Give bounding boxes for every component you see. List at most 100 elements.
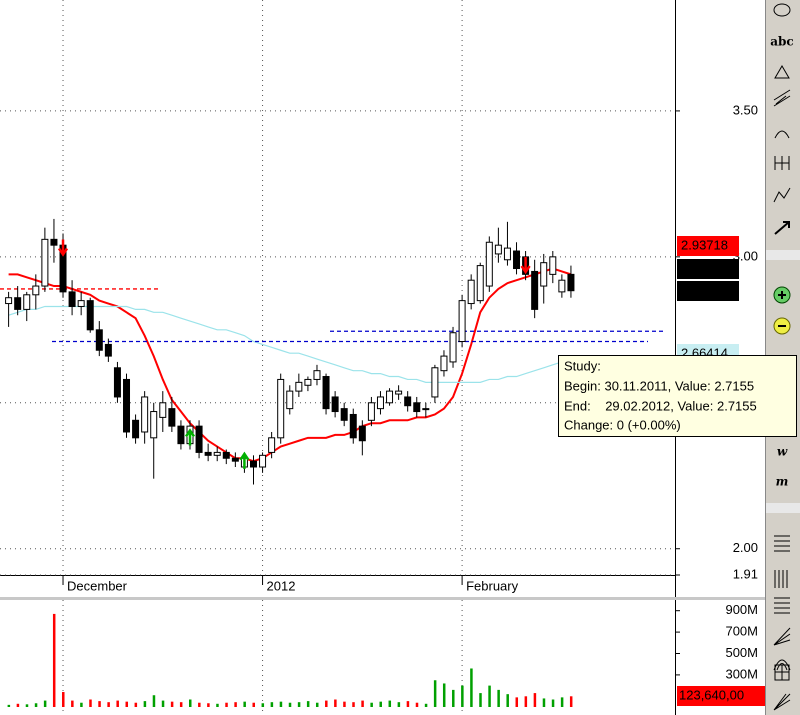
candle-body [231,457,239,462]
x-tick-label: December [67,578,128,593]
candle-body [367,402,375,421]
volume-bar [560,697,564,707]
candle-body [440,355,448,372]
candle-body [404,396,412,407]
bars-tool[interactable] [774,570,788,588]
sell-signal [520,257,531,275]
volume-bar [334,699,337,707]
arc-tool[interactable] [774,130,790,139]
candle-body [313,370,321,380]
candle-body [458,300,466,342]
candle-body [549,256,557,275]
candle-body [513,250,521,270]
volume-bar [270,702,274,707]
volume-bar [388,700,392,707]
candle-body [5,297,13,305]
w-tool[interactable]: w [777,445,788,459]
candle-body [358,425,366,442]
volume-bar [370,702,373,707]
volume-bar [43,700,47,707]
candle-body [204,451,212,456]
candle-body [249,460,257,468]
volume-bar [479,693,482,707]
candle-body [141,396,149,433]
candle-body [304,378,312,386]
grid-tool[interactable] [774,664,790,681]
tooltip-line: Study: [564,358,601,373]
volume-bar [261,703,265,707]
volume-bar [424,703,428,707]
candle-body [132,419,140,439]
m-tool[interactable]: m [776,475,789,489]
volume-bar [80,702,83,707]
candle-body [14,297,22,310]
volume-bar [415,702,419,707]
volume-bar [207,703,210,707]
y-tick-label: 3.00 [733,248,758,263]
volume-label-bg [677,686,765,706]
zoom-in-icon [778,291,786,299]
value-label: 2.884 [681,282,714,297]
candle-body [86,300,94,331]
volume-bar [62,692,65,707]
volume-bar [279,701,283,707]
volume-bar [225,702,228,707]
arrow-tool[interactable] [774,221,790,235]
volume-bar [569,696,573,707]
cycle-tool[interactable] [774,156,790,170]
volume-bar [506,694,509,707]
candle-body [277,378,285,439]
volume-bar [143,701,147,707]
candle-body [286,390,294,410]
candle-body [195,425,203,453]
volume-bar [189,699,192,707]
channel-tool[interactable] [773,89,791,107]
volume-label: 123,640,00 [679,687,744,702]
candle-body [340,408,348,421]
volume-bar [161,700,165,707]
value-label-bg [677,281,739,301]
triangle-tool[interactable] [774,65,790,79]
volume-bar [7,704,11,707]
volume-bar [315,702,319,707]
volume-bar [524,696,528,707]
y-tick-label: 1.91 [733,566,758,581]
candle-body [77,300,85,307]
zigzag-tool[interactable] [773,187,791,203]
y-tick-label: 500M [725,645,758,660]
volume-bar [170,701,174,707]
candle-body [322,376,330,410]
panel-splitter [0,597,765,600]
volume-bar [125,701,129,707]
candle-body [50,238,58,246]
candle-body [531,270,539,310]
candle-body [41,238,49,287]
volume-bar [406,701,410,707]
y-tick-label: 700M [725,624,758,639]
gann-tool[interactable] [773,693,791,711]
lines-tool[interactable] [774,535,790,552]
candle-body [104,343,112,357]
fan-tool[interactable] [773,627,791,646]
toolbar-separator [766,250,800,260]
volume-bar [234,702,237,707]
volume-bar [533,693,537,707]
candle-body [476,265,484,302]
candle-body [413,402,421,413]
volume-bar [252,702,255,707]
candle-body [540,262,548,287]
volume-bar [216,703,219,707]
text-tool[interactable]: abc [770,35,793,49]
volume-bar [107,702,110,707]
volume-bar [352,702,355,707]
fib-tool[interactable] [774,597,790,614]
candle-body [503,247,511,261]
candle-body [567,273,575,292]
ellipse-tool[interactable] [773,3,791,17]
volume-bar [542,698,546,707]
volume-bar [179,702,183,707]
volume-bar [25,704,29,707]
candle-body [295,381,303,392]
candle-body [68,291,76,307]
